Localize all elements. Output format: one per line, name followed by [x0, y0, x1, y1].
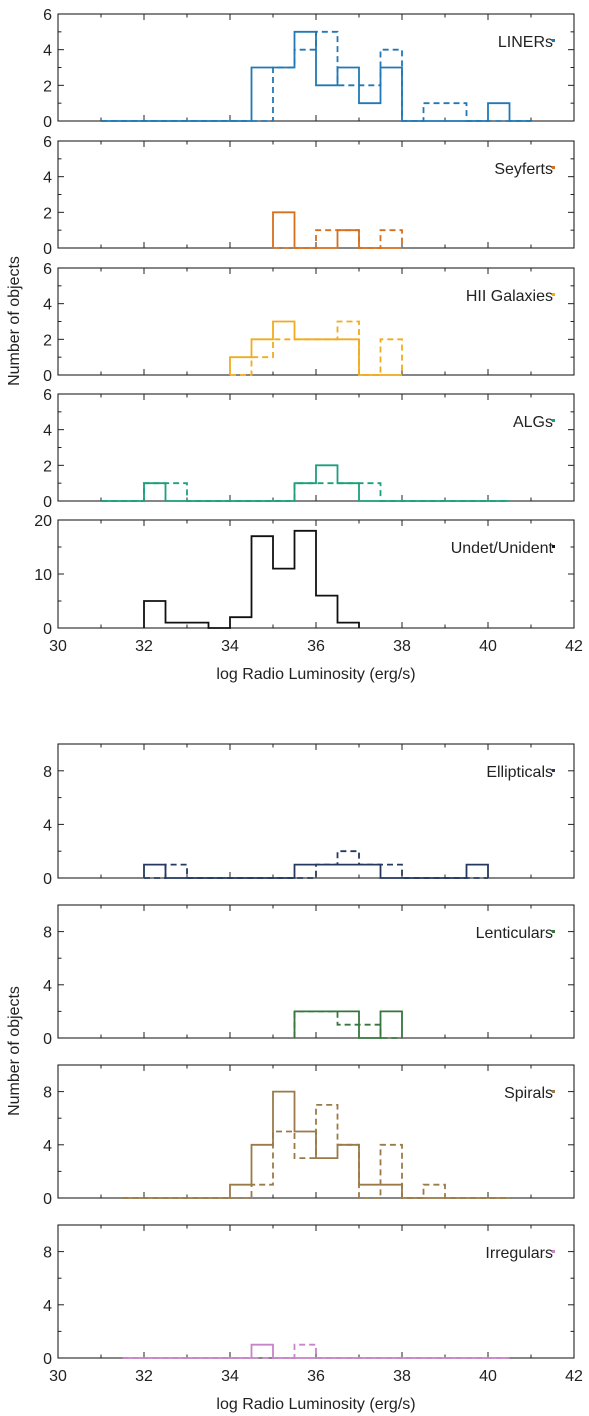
panel-hii-galaxies: 0 2 4 6 HII Galaxies: [43, 261, 575, 385]
panel-label: LINERs: [498, 34, 553, 51]
panel-label: HII Galaxies: [466, 288, 553, 305]
x-axis-title: log Radio Luminosity (erg/s): [216, 666, 415, 683]
x-axis-title: log Radio Luminosity (erg/s): [216, 1396, 415, 1413]
y-tick-label: 8: [43, 764, 52, 781]
panel-marker: [552, 419, 555, 422]
panel-undet-unident: 0 10 20 Undet/Unident: [34, 513, 575, 638]
y-tick-label: 8: [43, 1085, 52, 1102]
y-tick-label: 4: [43, 170, 52, 187]
y-tick-label: 0: [43, 621, 52, 638]
series-solid-seyferts: [272, 211, 402, 249]
y-tick-label: 0: [43, 1031, 52, 1048]
y-tick-label: 0: [43, 494, 52, 511]
y-tick-label: 2: [43, 205, 52, 222]
y-tick-label: 0: [43, 1191, 52, 1208]
y-tick-label: 10: [34, 567, 52, 584]
panel-marker: [552, 545, 555, 548]
series-dashed-lenticulars: [293, 1010, 402, 1039]
panel-ellipticals: 0 4 8 Ellipticals: [43, 743, 575, 888]
series-solid-lenticulars: [293, 1010, 403, 1039]
y-tick-label: 8: [43, 925, 52, 942]
y-tick-label: 6: [43, 387, 52, 404]
panel-label: Undet/Unident: [451, 540, 554, 557]
x-tick-label: 40: [479, 1368, 497, 1385]
panel-label: Spirals: [504, 1085, 553, 1102]
x-tick-label: 32: [135, 638, 153, 655]
panel-liners: 0 2 4 6 LINERs: [43, 7, 575, 131]
y-tick-label: 6: [43, 134, 52, 151]
y-tick-label: 6: [43, 7, 52, 24]
series-solid-ellipticals: [143, 863, 489, 879]
x-tick-label: 32: [135, 1368, 153, 1385]
series-dashed-algs: [101, 482, 510, 502]
panel-frame: [57, 393, 575, 502]
x-tick-label: 36: [307, 1368, 325, 1385]
y-tick-label: 8: [43, 1245, 52, 1262]
x-tick-label: 34: [221, 638, 239, 655]
x-tick-label: 36: [307, 638, 325, 655]
y-tick-label: 2: [43, 78, 52, 95]
series-solid-spirals: [122, 1090, 510, 1199]
panel-spirals: 0 4 8 Spirals: [43, 1064, 575, 1208]
y-tick-label: 0: [43, 241, 52, 258]
panel-lenticulars: 0 4 8 Lenticulars: [43, 904, 575, 1048]
series-dashed-hii-galaxies: [230, 320, 403, 376]
panel-marker: [552, 166, 555, 169]
panel-marker: [552, 1250, 555, 1253]
series-solid-algs: [101, 464, 510, 502]
series-solid-irregulars: [122, 1343, 510, 1359]
panel-frame: [57, 267, 575, 376]
panel-label: ALGs: [513, 414, 553, 431]
series-solid-liners: [101, 30, 531, 122]
y-axis-title: Number of objects: [6, 256, 23, 386]
panel-marker: [552, 930, 555, 933]
panel-seyferts: 0 2 4 6 Seyferts: [43, 134, 575, 258]
y-tick-label: 20: [34, 513, 52, 530]
y-tick-label: 6: [43, 261, 52, 278]
panel-marker: [552, 1090, 555, 1093]
y-tick-label: 4: [43, 1138, 52, 1155]
y-tick-label: 2: [43, 458, 52, 475]
y-tick-label: 4: [43, 978, 52, 995]
series-solid-undet-unident: [143, 529, 360, 629]
y-tick-label: 0: [43, 368, 52, 385]
y-tick-label: 4: [43, 297, 52, 314]
x-tick-label: 38: [393, 1368, 411, 1385]
activity-classes-figure: 0 2 4 6 LINERs 0 2 4 6 Seyferts 0 2 4 6 HII Galaxies 0 2…: [6, 7, 583, 683]
y-tick-label: 2: [43, 332, 52, 349]
panel-label: Irregulars: [485, 1245, 553, 1262]
y-tick-label: 0: [43, 871, 52, 888]
panel-label: Lenticulars: [476, 925, 553, 942]
x-tick-label: 30: [49, 1368, 67, 1385]
x-tick-label: 42: [565, 638, 583, 655]
y-axis-title: Number of objects: [6, 986, 23, 1116]
panel-marker: [552, 293, 555, 296]
x-tick-label: 38: [393, 638, 411, 655]
panel-irregulars: 0 4 8 Irregulars: [43, 1224, 575, 1368]
y-tick-label: 0: [43, 114, 52, 131]
panel-label: Seyferts: [494, 161, 553, 178]
panel-marker: [552, 39, 555, 42]
series-solid-hii-galaxies: [229, 320, 402, 376]
y-tick-label: 4: [43, 817, 52, 834]
x-tick-label: 30: [49, 638, 67, 655]
y-tick-label: 0: [43, 1351, 52, 1368]
panel-frame: [57, 140, 575, 249]
morphology-classes-figure: 0 4 8 Ellipticals 0 4 8 Lenticulars 0 4 8 Spirals 0 4…: [6, 743, 583, 1413]
y-tick-label: 4: [43, 43, 52, 60]
panel-label: Ellipticals: [486, 764, 553, 781]
x-tick-label: 34: [221, 1368, 239, 1385]
y-tick-label: 4: [43, 423, 52, 440]
y-tick-label: 4: [43, 1298, 52, 1315]
panel-marker: [552, 769, 555, 772]
x-tick-label: 40: [479, 638, 497, 655]
x-tick-label: 42: [565, 1368, 583, 1385]
panel-algs: 0 2 4 6 ALGs: [43, 387, 575, 511]
